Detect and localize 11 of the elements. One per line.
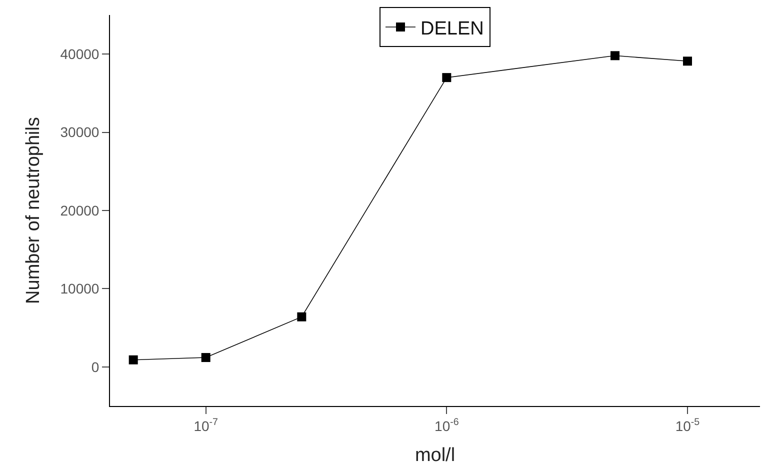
y-tick-label: 20000 — [60, 202, 100, 218]
x-tick-label: 10$^{-6}$ — [434, 416, 460, 434]
y-tick-label: 30000 — [60, 124, 100, 140]
legend-label: DELEN — [420, 18, 484, 40]
y-axis-title: Number of neutrophils — [23, 117, 44, 304]
x-tick-label: 10$^{-5}$ — [675, 416, 700, 434]
y-tick-label: 10000 — [60, 280, 100, 297]
y-tick-label: 0 — [91, 358, 100, 375]
x-tick-label: 10$^{-7}$ — [194, 416, 218, 434]
y-tick-label: 40000 — [60, 46, 100, 62]
x-axis-title: mol/l — [414, 445, 456, 466]
